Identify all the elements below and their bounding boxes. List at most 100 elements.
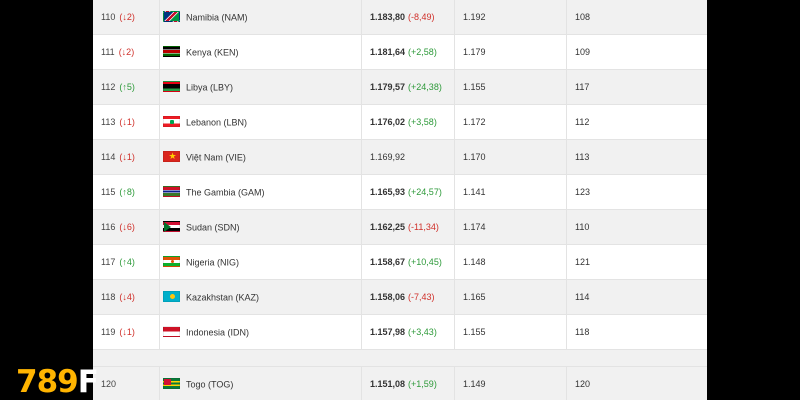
previous-points-cell: 1.148	[454, 245, 566, 279]
previous-points: 1.155	[463, 82, 486, 92]
rank-number: 114	[101, 152, 116, 162]
logo-accent: F	[77, 364, 99, 400]
team-name[interactable]: Việt Nam (VIE)	[186, 152, 246, 163]
rank-number: 117	[101, 257, 116, 267]
previous-rank-cell: 114	[566, 280, 707, 314]
team-cell: The Gambia (GAM)	[159, 175, 359, 209]
kenya-flag-icon	[163, 46, 180, 58]
table-row[interactable]: 118 (↓4) Kazakhstan (KAZ) 1.158,06 (-7,43) 1.…	[93, 280, 707, 315]
points-delta: (+10,45)	[408, 257, 442, 267]
previous-rank-cell: 112	[566, 105, 707, 139]
table-row[interactable]: 112 (↑5) Libya (LBY) 1.179,57 (+24,38) 1.155 1…	[93, 70, 707, 105]
kazakhstan-flag-icon	[163, 291, 180, 303]
team-cell: Namibia (NAM)	[159, 0, 359, 34]
previous-rank-cell: 110	[566, 210, 707, 244]
table-spacer-row	[93, 350, 707, 367]
previous-rank: 120	[575, 379, 591, 389]
previous-points-cell: 1.192	[454, 0, 566, 34]
points-value: 1.176,02	[370, 117, 406, 127]
team-name[interactable]: Nigeria (NIG)	[186, 257, 240, 268]
previous-rank: 123	[575, 187, 591, 197]
points-cell: 1.176,02 (+3,58)	[361, 105, 454, 139]
previous-points: 1.172	[463, 117, 486, 127]
rank-change: (↓1)	[119, 327, 135, 337]
points-delta: (+24,38)	[408, 82, 442, 92]
previous-rank-cell: 123	[566, 175, 707, 209]
rank-number: 110	[101, 12, 116, 22]
points-cell: 1.165,93 (+24,57)	[361, 175, 454, 209]
previous-rank-cell: 113	[566, 140, 707, 174]
team-name[interactable]: Lebanon (LBN)	[186, 117, 248, 128]
rank-cell: 111 (↓2)	[101, 35, 153, 69]
points-cell: 1.183,80 (-8,49)	[361, 0, 454, 34]
table-row[interactable]: 116 (↓6) Sudan (SDN) 1.162,25 (-11,34) 1.174 1…	[93, 210, 707, 245]
vietnam-flag-icon: ★	[163, 151, 180, 163]
points-value: 1.158,67	[370, 257, 406, 267]
rank-number: 116	[101, 222, 116, 232]
points-delta: (+3,43)	[408, 327, 437, 337]
points-delta: (-11,34)	[408, 222, 439, 232]
watermark-logo: 789F	[16, 364, 99, 400]
previous-points: 1.148	[463, 257, 486, 267]
lebanon-flag-icon	[163, 116, 180, 128]
table-row[interactable]: 120 Togo (TOG) 1.151,08 (+1,59) 1.149 120	[93, 367, 707, 400]
points-delta: (-8,49)	[408, 12, 435, 22]
rank-cell: 115 (↑8)	[101, 175, 153, 209]
table-row[interactable]: 110 (↓2) Namibia (NAM) 1.183,80 (-8,49) 1.192…	[93, 0, 707, 35]
previous-rank-cell: 117	[566, 70, 707, 104]
previous-rank-cell: 118	[566, 315, 707, 349]
table-row[interactable]: 111 (↓2) Kenya (KEN) 1.181,64 (+2,58) 1.179 10…	[93, 35, 707, 70]
previous-rank: 108	[575, 12, 591, 22]
rank-change: (↑8)	[119, 187, 135, 197]
previous-points: 1.174	[463, 222, 486, 232]
ranking-table: 110 (↓2) Namibia (NAM) 1.183,80 (-8,49) 1.192…	[93, 0, 707, 400]
previous-rank: 114	[575, 292, 590, 302]
rank-number: 118	[101, 292, 116, 302]
previous-points-cell: 1.165	[454, 280, 566, 314]
rank-cell: 117 (↑4)	[101, 245, 153, 279]
points-cell: 1.179,57 (+24,38)	[361, 70, 454, 104]
points-delta: (+2,58)	[408, 47, 437, 57]
table-row[interactable]: 117 (↑4) Nigeria (NIG) 1.158,67 (+10,45) 1.14…	[93, 245, 707, 280]
rank-change: (↓1)	[119, 117, 135, 127]
table-row[interactable]: 113 (↓1) Lebanon (LBN) 1.176,02 (+3,58) 1.172…	[93, 105, 707, 140]
table-row[interactable]: 115 (↑8) The Gambia (GAM) 1.165,93 (+24,57) 1…	[93, 175, 707, 210]
table-row[interactable]: 119 (↓1) Indonesia (IDN) 1.157,98 (+3,43) 1.1…	[93, 315, 707, 350]
team-name[interactable]: Indonesia (IDN)	[186, 327, 250, 338]
table-row[interactable]: 114 (↓1) ★ Việt Nam (VIE) 1.169,92 1.170 113	[93, 140, 707, 175]
team-name[interactable]: The Gambia (GAM)	[186, 187, 265, 198]
team-name[interactable]: Togo (TOG)	[186, 379, 234, 390]
team-name[interactable]: Libya (LBY)	[186, 82, 234, 93]
rank-change: (↓6)	[119, 222, 135, 232]
previous-points: 1.165	[463, 292, 486, 302]
rank-cell: 112 (↑5)	[101, 70, 153, 104]
team-name[interactable]: Kenya (KEN)	[186, 47, 239, 58]
team-cell: Kenya (KEN)	[159, 35, 359, 69]
points-cell: 1.162,25 (-11,34)	[361, 210, 454, 244]
points-value: 1.169,92	[370, 152, 406, 162]
team-cell: Indonesia (IDN)	[159, 315, 359, 349]
previous-rank: 117	[575, 82, 590, 92]
previous-points: 1.170	[463, 152, 486, 162]
points-value: 1.162,25	[370, 222, 406, 232]
rank-change: (↓1)	[119, 152, 135, 162]
previous-rank-cell: 121	[566, 245, 707, 279]
team-name[interactable]: Kazakhstan (KAZ)	[186, 292, 260, 303]
team-name[interactable]: Sudan (SDN)	[186, 222, 240, 233]
points-value: 1.183,80	[370, 12, 406, 22]
previous-points: 1.155	[463, 327, 486, 337]
previous-rank: 109	[575, 47, 591, 57]
points-cell: 1.169,92	[361, 140, 454, 174]
points-value: 1.158,06	[370, 292, 406, 302]
previous-points-cell: 1.149	[454, 367, 566, 400]
points-delta: (+24,57)	[408, 187, 442, 197]
team-cell: Kazakhstan (KAZ)	[159, 280, 359, 314]
points-delta: (+3,58)	[408, 117, 437, 127]
points-cell: 1.158,06 (-7,43)	[361, 280, 454, 314]
team-name[interactable]: Namibia (NAM)	[186, 12, 248, 23]
previous-points-cell: 1.172	[454, 105, 566, 139]
previous-rank: 118	[575, 327, 590, 337]
rank-cell: 110 (↓2)	[101, 0, 153, 34]
previous-rank: 112	[575, 117, 590, 127]
previous-rank: 121	[575, 257, 591, 267]
